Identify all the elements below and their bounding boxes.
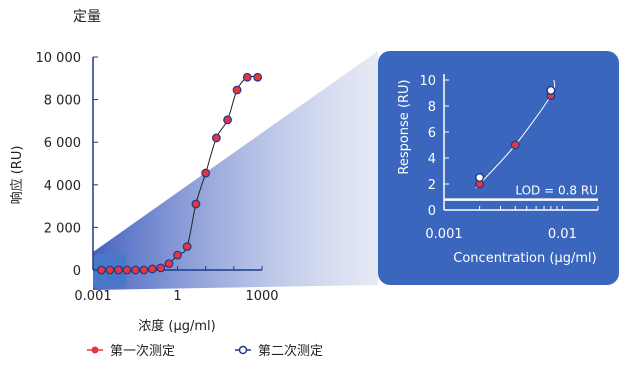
main-data-point: [164, 259, 174, 269]
inset-lod-label: LOD = 0.8 RU: [515, 184, 598, 198]
main-y-axis-label: 响应 (RU): [9, 146, 25, 205]
inset-y-tick-label: 6: [428, 126, 436, 141]
main-x-tick-label: 0.001: [74, 289, 111, 304]
main-data-point: [122, 265, 132, 275]
inset-data-point-first: [510, 140, 520, 150]
main-y-tick-label: 8 000: [44, 94, 81, 109]
main-data-point: [105, 265, 115, 275]
main-data-point: [182, 242, 192, 251]
inset-data-point-second: [475, 172, 485, 182]
inset-axes: [443, 74, 599, 211]
main-x-axis-label: 浓度 (μg/ml): [138, 318, 215, 334]
legend-item-first: 第一次测定: [87, 343, 175, 359]
main-data-point: [130, 265, 140, 275]
inset-y-axis-label: Response (RU): [397, 79, 412, 174]
inset-data-points: [475, 85, 556, 189]
legend: 第一次测定 第二次测定: [87, 343, 323, 359]
legend-label-first: 第一次测定: [110, 343, 175, 359]
main-data-point: [114, 265, 123, 275]
main-data-point: [139, 265, 149, 275]
inset-y-tick-label: 8: [428, 100, 436, 115]
main-y-tick-label: 10 000: [36, 51, 82, 66]
inset-y-tick-label: 10: [419, 74, 436, 89]
inset-data-point-second: [546, 85, 556, 95]
main-chart-title: 定量: [73, 9, 101, 25]
main-data-point: [253, 72, 263, 82]
main-y-tick-label: 4 000: [44, 179, 81, 194]
main-data-point: [232, 85, 242, 95]
main-data-points: [97, 72, 263, 275]
inset-y-tick-label: 2: [428, 178, 436, 193]
inset-y-tick-label: 4: [428, 152, 436, 167]
main-y-tick-label: 6 000: [44, 136, 81, 151]
main-data-point: [191, 199, 201, 209]
main-x-tick-label: 1: [173, 289, 181, 304]
inset-panel: [378, 51, 619, 285]
main-y-tick-label: 0: [73, 264, 81, 279]
legend-item-second: 第二次测定: [235, 343, 323, 359]
main-data-point: [156, 263, 166, 273]
main-data-point: [201, 168, 211, 178]
main-data-point: [223, 115, 232, 125]
main-data-point: [97, 265, 106, 275]
inset-x-tick-label: 0.001: [425, 227, 462, 242]
legend-label-second: 第二次测定: [258, 343, 323, 359]
main-data-point: [147, 264, 157, 274]
main-tick-labels: 10 000 8 000 6 000 4 000 2 000 0 0.001 1 1000: [36, 51, 279, 304]
main-data-point: [173, 250, 182, 260]
main-y-tick-label: 2 000: [44, 221, 81, 236]
main-x-tick-label: 1000: [245, 289, 278, 304]
inset-tick-labels: 10 8 6 4 2 0 0.001 0.01: [419, 74, 576, 242]
inset-x-tick-label: 0.01: [548, 227, 577, 242]
inset-y-tick-label: 0: [428, 204, 436, 219]
main-data-point: [242, 72, 252, 82]
inset-x-axis-label: Concentration (μg/ml): [453, 251, 596, 266]
main-data-point: [211, 133, 221, 143]
zoom-fan: [93, 51, 378, 290]
